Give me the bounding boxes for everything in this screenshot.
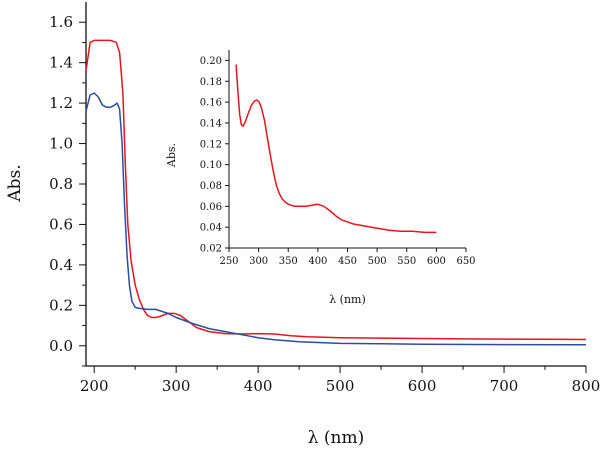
main-x-tick-label: 500 — [326, 377, 355, 395]
main-x-ticks: 200 300 400 500 600 700 800 — [80, 366, 600, 395]
inset-series — [235, 64, 437, 234]
inset-x-tick-label: 300 — [249, 256, 268, 267]
inset-x-axis-label: λ (nm) — [329, 293, 366, 306]
inset-y-tick-label: 0.16 — [200, 98, 222, 109]
main-x-tick-label: 400 — [244, 377, 273, 395]
main-x-tick-label: 300 — [162, 377, 191, 395]
main-y-tick-label: 0.4 — [49, 256, 73, 274]
main-y-axis-label: Abs. — [5, 164, 25, 202]
main-y-tick-label: 1.4 — [49, 54, 73, 72]
inset-x-tick-label: 450 — [338, 256, 357, 267]
inset-y-tick-label: 0.08 — [200, 181, 222, 192]
main-y-tick-label: 0.2 — [49, 296, 73, 314]
main-x-tick-label: 600 — [408, 377, 437, 395]
inset-y-tick-label: 0.12 — [200, 139, 222, 150]
main-y-tick-label: 0.8 — [49, 175, 73, 193]
inset-x-tick-label: 500 — [368, 256, 387, 267]
inset-x-tick-label: 250 — [219, 256, 238, 267]
inset-x-ticks: 250 300 350 400 450 500 550 600 650 — [219, 248, 476, 267]
inset-y-tick-label: 0.20 — [200, 56, 222, 67]
inset-y-ticks: 0.02 0.04 0.06 0.08 0.10 0.12 0.14 0.16 0.18 0.20 — [200, 56, 229, 255]
inset-series-line-0 — [235, 64, 437, 234]
main-x-tick-label: 700 — [490, 377, 519, 395]
inset-y-tick-label: 0.14 — [200, 118, 222, 129]
main-x-tick-label: 800 — [572, 377, 600, 395]
main-y-tick-label: 1.0 — [49, 135, 73, 153]
main-plot: 200 300 400 500 600 700 800 0.0 0.2 0.4 0.6 0.8 1.0… — [5, 2, 600, 448]
inset-y-tick-label: 0.02 — [200, 244, 222, 255]
inset-x-tick-label: 650 — [456, 256, 475, 267]
inset-y-tick-label: 0.10 — [200, 160, 222, 171]
inset-y-tick-label: 0.18 — [200, 77, 222, 88]
main-y-tick-label: 0.0 — [49, 337, 73, 355]
main-series — [85, 39, 587, 346]
inset-y-tick-label: 0.06 — [200, 202, 222, 213]
main-y-ticks: 0.0 0.2 0.4 0.6 0.8 1.0 1.2 1.4 1.6 — [49, 13, 86, 367]
main-y-tick-label: 1.2 — [49, 94, 73, 112]
main-x-tick-label: 200 — [80, 377, 109, 395]
inset-x-tick-label: 400 — [308, 256, 327, 267]
main-y-tick-label: 0.6 — [49, 215, 73, 233]
inset-x-tick-label: 600 — [427, 256, 446, 267]
inset-y-axis-label: Abs. — [165, 143, 178, 168]
inset-plot: 250 300 350 400 450 500 550 600 650 0.02 0.04 0.06… — [165, 50, 476, 306]
main-x-axis-label: λ (nm) — [308, 428, 365, 448]
inset-y-tick-label: 0.04 — [200, 223, 222, 234]
main-series-line-1 — [85, 92, 587, 346]
main-y-tick-label: 1.6 — [49, 13, 73, 31]
inset-x-tick-label: 350 — [279, 256, 298, 267]
inset-x-tick-label: 550 — [397, 256, 416, 267]
